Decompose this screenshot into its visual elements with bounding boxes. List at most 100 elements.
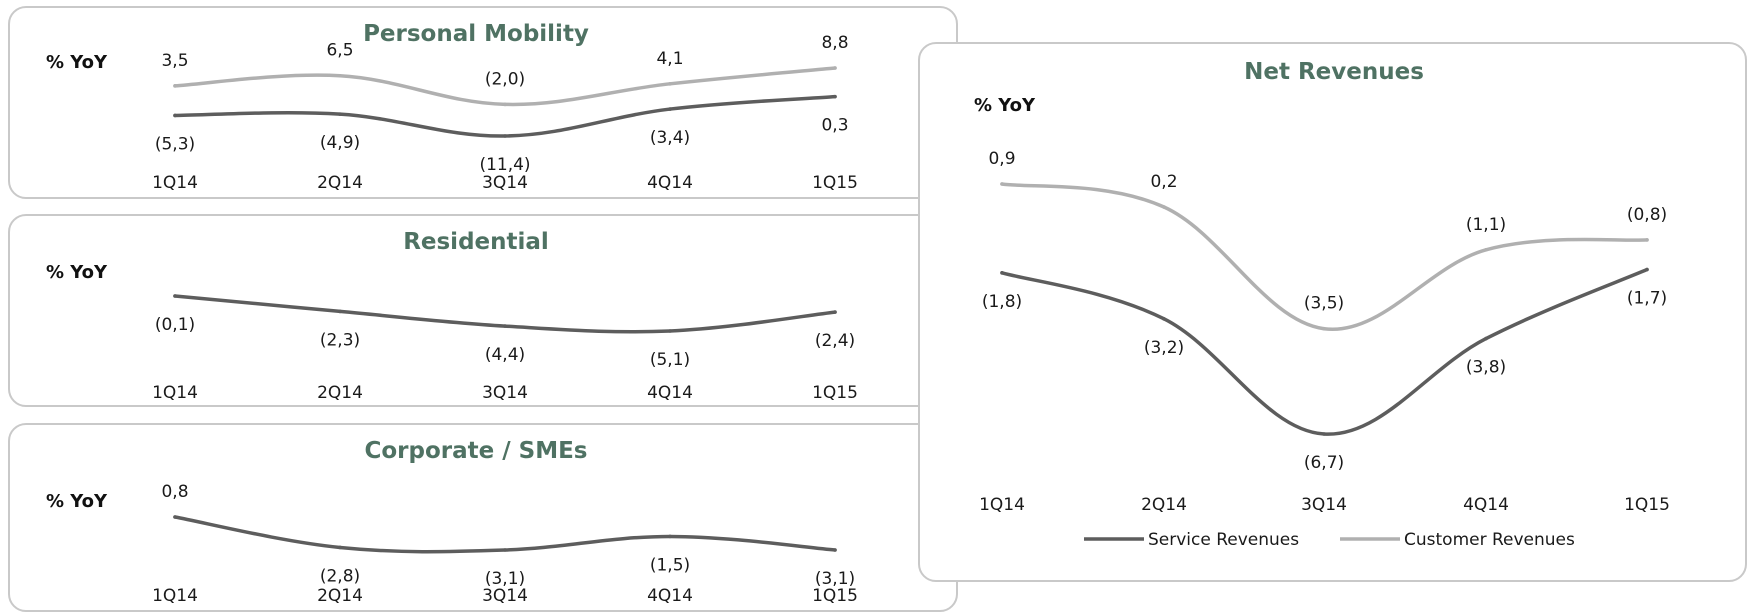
data-label-service: (6,7) [1304,453,1344,473]
series-line-service [173,94,837,138]
data-point-service [833,310,837,314]
data-point-service [668,534,672,539]
data-point-service [1484,336,1488,341]
x-tick-label: 4Q14 [647,586,693,606]
x-tick-label: 1Q14 [979,495,1025,515]
legend-label-customer: Customer Revenues [1404,530,1575,550]
data-label-service: (4,9) [320,133,360,153]
data-point-service [338,112,342,116]
data-label-customer: 4,1 [656,49,683,69]
data-point-service [503,324,507,328]
data-label-customer: (3,5) [1304,294,1344,314]
data-point-customer [1484,247,1488,252]
chart-title: Residential [403,229,549,255]
chart-personal-mobility: Personal Mobility % YoY 1Q14 2Q14 3Q14 4Q14 1Q… [46,21,858,193]
data-label-service: 0,8 [161,482,188,502]
panel-corporate-smes: Corporate / SMEs % YoY 1Q14 2Q14 3Q14 4Q14 1Q1… [8,423,958,612]
x-tick-label: 4Q14 [647,173,693,193]
data-point-service [338,545,342,550]
data-label-customer: (1,1) [1466,215,1506,235]
x-tick-label: 3Q14 [482,383,528,403]
data-label-service: (2,8) [320,566,360,586]
data-label-service: (1,7) [1627,289,1667,309]
x-tick-label: 1Q14 [152,383,198,403]
data-label-customer: 8,8 [821,33,848,53]
data-label-service: 0,3 [821,116,848,136]
data-label-service: (3,1) [815,569,855,589]
chart-corporate-smes: Corporate / SMEs % YoY 1Q14 2Q14 3Q14 4Q14 1Q1… [46,438,858,606]
data-label-service: (2,3) [320,330,360,350]
x-tick-label: 1Q15 [812,383,858,403]
x-tick-label: 2Q14 [317,586,363,606]
data-point-service [1000,271,1004,275]
data-point-service [668,107,672,111]
y-axis-label: % YoY [46,491,108,512]
data-point-service [1645,267,1649,272]
chart-title: Corporate / SMEs [364,438,587,464]
data-label-customer: (2,0) [485,69,525,89]
data-point-service [833,94,837,99]
data-point-service [668,329,672,333]
chart-net-revenues: Net Revenues % YoY 1Q14 2Q14 3Q14 4Q14 1Q15 (1,… [974,59,1670,550]
data-point-service [173,113,177,118]
chart-title: Net Revenues [1244,59,1424,85]
y-axis-label: % YoY [46,262,108,283]
data-label-customer: 0,2 [1150,172,1177,192]
x-tick-label: 2Q14 [1141,495,1187,515]
data-point-service [173,294,177,298]
data-label-service: (1,8) [982,292,1022,312]
data-point-customer [1000,182,1004,186]
x-tick-label: 3Q14 [482,173,528,193]
data-label-service: (1,5) [650,555,690,575]
data-point-service [503,548,507,552]
data-label-service: (3,8) [1466,358,1506,378]
data-point-customer [173,84,177,88]
data-point-customer [833,66,837,70]
data-point-customer [1645,238,1649,242]
x-tick-label: 1Q14 [152,173,198,193]
data-label-service: (2,4) [815,331,855,351]
data-point-service [833,548,837,552]
data-label-service: (3,2) [1144,338,1184,358]
x-tick-label: 3Q14 [482,586,528,606]
chart-residential: Residential % YoY 1Q14 2Q14 3Q14 4Q14 1Q15 (0,1… [46,229,858,403]
data-label-service: (4,4) [485,345,525,365]
y-axis-label: % YoY [46,52,108,73]
y-axis-label: % YoY [974,95,1036,116]
data-label-customer: 0,9 [988,149,1015,169]
data-label-service: (5,1) [650,350,690,370]
data-point-customer [1162,205,1166,209]
x-tick-label: 1Q15 [812,586,858,606]
data-point-customer [668,82,672,86]
chart-title: Personal Mobility [363,21,589,47]
x-tick-label: 1Q14 [152,586,198,606]
x-tick-label: 4Q14 [1463,495,1509,515]
x-tick-label: 2Q14 [317,383,363,403]
x-tick-label: 1Q15 [812,173,858,193]
x-tick-label: 3Q14 [1301,495,1347,515]
data-label-service: (5,3) [155,134,195,154]
data-point-service [1162,317,1166,321]
data-point-customer [1322,326,1326,331]
series-line-service [173,515,837,554]
legend-label-service: Service Revenues [1148,530,1299,550]
panel-personal-mobility: Personal Mobility % YoY 1Q14 2Q14 3Q14 4Q14 1Q… [8,6,958,199]
data-point-service [338,309,342,314]
data-label-service: (3,1) [485,569,525,589]
x-tick-label: 1Q15 [1624,495,1670,515]
data-point-service [173,515,177,519]
data-point-service [503,134,507,138]
data-point-customer [338,73,342,78]
data-label-service: (0,1) [155,315,195,335]
data-label-service: (11,4) [479,155,530,175]
x-tick-label: 2Q14 [317,173,363,193]
data-label-service: (3,4) [650,128,690,148]
panel-net-revenues: Net Revenues % YoY 1Q14 2Q14 3Q14 4Q14 1Q15 (1,… [918,42,1747,582]
panel-residential: Residential % YoY 1Q14 2Q14 3Q14 4Q14 1Q15 (0,1… [8,214,958,407]
data-point-service [1322,432,1326,436]
data-label-customer: 6,5 [326,41,353,61]
data-point-customer [503,102,507,107]
x-tick-label: 4Q14 [647,383,693,403]
data-label-customer: 3,5 [161,51,188,71]
data-label-customer: (0,8) [1627,205,1667,225]
